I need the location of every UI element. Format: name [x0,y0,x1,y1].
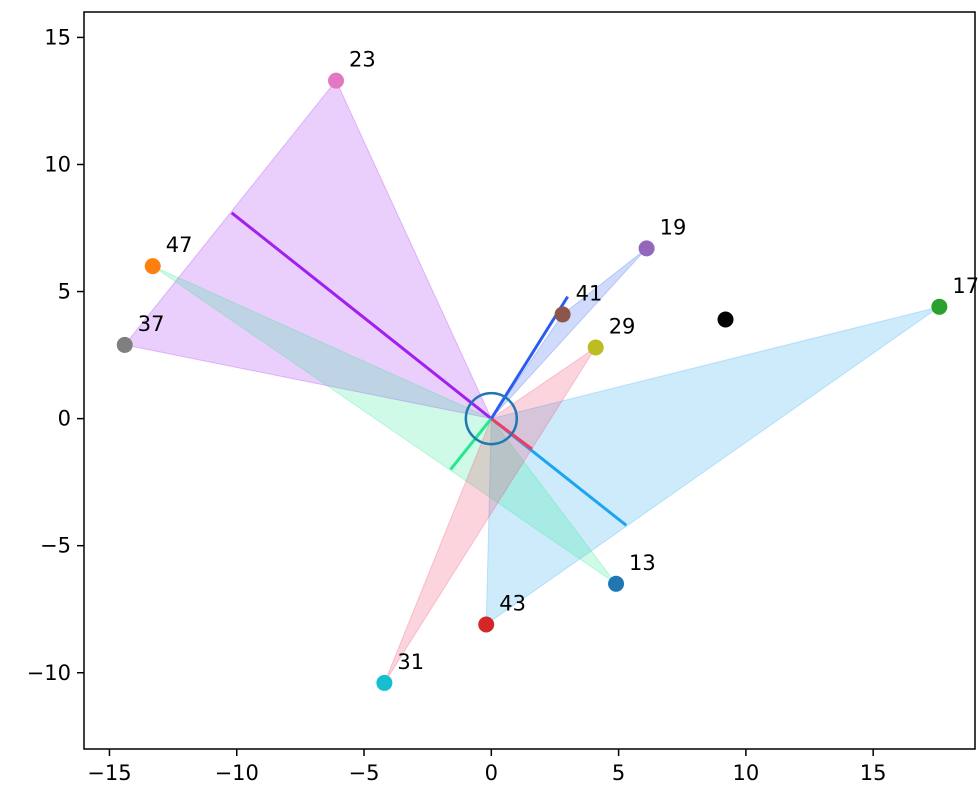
data-point [587,339,604,356]
triangle-2 [485,306,940,626]
point-label: 41 [576,281,603,305]
line-layer [230,211,628,527]
triangle-3 [152,265,617,585]
x-tick-label: −5 [349,761,380,785]
data-point [554,306,571,323]
data-point [931,298,948,315]
data-point [638,240,655,257]
point-label: 19 [660,215,687,239]
y-tick-label: −5 [40,534,71,558]
triangle-layer [123,79,940,684]
x-tick-label: 0 [485,761,498,785]
data-point [328,72,345,89]
data-point [608,575,625,592]
triangle-line-3 [449,417,493,471]
point-label: 13 [629,551,656,575]
y-tick-label: 15 [44,25,71,49]
point-label: 43 [499,591,526,615]
center-circle [464,391,519,446]
point-label: 29 [609,314,636,338]
y-tick-label: −10 [27,661,71,685]
data-point [717,311,734,328]
y-tick-label: 0 [58,407,71,431]
x-tick-label: −10 [215,761,259,785]
triangle-line-5 [490,295,569,420]
x-tick-label: 10 [733,761,760,785]
point-label: 23 [349,48,376,72]
triangle-1 [123,79,493,420]
y-tick-label: 10 [44,152,71,176]
center-circle-layer [464,391,519,446]
triangle-4 [383,347,597,684]
data-point [144,258,161,275]
data-point [478,616,495,633]
data-point [376,674,393,691]
point-layer [116,72,948,691]
x-tick-label: 15 [860,761,887,785]
data-point [116,336,133,353]
y-tick-label: 5 [58,280,71,304]
point-label: 31 [397,650,424,674]
x-tick-label: −15 [87,761,131,785]
x-tick-label: 5 [612,761,625,785]
point-label: 37 [138,312,165,336]
triangle-5 [490,247,647,419]
tick-layer: −15 −10 −5 0 5 10 15 −10 −5 0 5 10 15 [27,25,887,785]
axes-frame [83,11,976,750]
point-label: 47 [166,233,193,257]
triangle-line-1 [230,211,493,420]
